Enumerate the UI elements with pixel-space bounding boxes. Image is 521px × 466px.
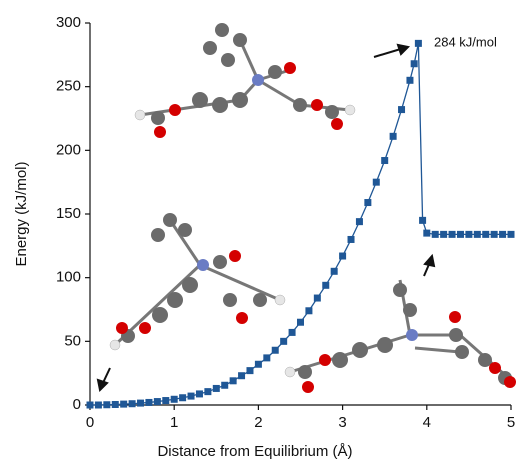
y-tick-label: 0 <box>73 396 81 413</box>
y-tick-label: 50 <box>64 332 81 349</box>
point <box>145 399 152 406</box>
point <box>263 354 270 361</box>
x-tick-label: 1 <box>170 414 178 431</box>
chart: 284 kJ/mol Distance from Equilibrium (Å)… <box>0 0 521 466</box>
point <box>474 231 481 238</box>
point <box>508 231 515 238</box>
point <box>419 217 426 224</box>
point <box>87 402 94 409</box>
point <box>221 382 228 389</box>
point <box>364 199 371 206</box>
point <box>246 367 253 374</box>
point <box>415 40 422 47</box>
point <box>423 230 430 237</box>
x-tick-label: 0 <box>86 414 94 431</box>
point <box>440 231 447 238</box>
x-tick-label: 3 <box>338 414 346 431</box>
point <box>280 338 287 345</box>
point <box>305 307 312 314</box>
x-axis-label: Distance from Equilibrium (Å) <box>157 443 352 460</box>
molecule-left <box>110 213 285 350</box>
x-tick-label: 5 <box>507 414 515 431</box>
point <box>322 282 329 289</box>
point <box>482 231 489 238</box>
point <box>314 295 321 302</box>
point <box>406 77 413 84</box>
point <box>272 347 279 354</box>
point <box>188 393 195 400</box>
point <box>297 319 304 326</box>
point <box>491 231 498 238</box>
point <box>373 179 380 186</box>
point <box>95 402 102 409</box>
y-tick-label: 300 <box>56 14 81 31</box>
y-tick-label: 150 <box>56 205 81 222</box>
point <box>230 377 237 384</box>
point <box>120 401 127 408</box>
y-tick-label: 200 <box>56 141 81 158</box>
x-tick-label: 2 <box>254 414 262 431</box>
point <box>432 231 439 238</box>
point <box>356 218 363 225</box>
annotation: 284 kJ/mol <box>434 34 497 49</box>
point <box>499 231 506 238</box>
point <box>103 401 110 408</box>
point <box>381 157 388 164</box>
point <box>465 231 472 238</box>
point <box>204 388 211 395</box>
point <box>331 268 338 275</box>
point <box>457 231 464 238</box>
point <box>137 400 144 407</box>
point <box>179 394 186 401</box>
point <box>449 231 456 238</box>
point <box>171 396 178 403</box>
point <box>255 361 262 368</box>
point <box>196 390 203 397</box>
y-tick-label: 250 <box>56 78 81 95</box>
point <box>162 397 169 404</box>
point <box>398 106 405 113</box>
y-tick-label: 100 <box>56 269 81 286</box>
y-axis-label: Energy (kJ/mol) <box>13 161 30 266</box>
point <box>390 133 397 140</box>
x-tick-label: 4 <box>423 414 431 431</box>
molecule-top <box>135 23 355 138</box>
point <box>289 329 296 336</box>
point <box>411 60 418 67</box>
point <box>213 385 220 392</box>
point <box>154 398 161 405</box>
point <box>348 236 355 243</box>
point <box>238 372 245 379</box>
point <box>339 253 346 260</box>
point <box>112 401 119 408</box>
point <box>129 400 136 407</box>
